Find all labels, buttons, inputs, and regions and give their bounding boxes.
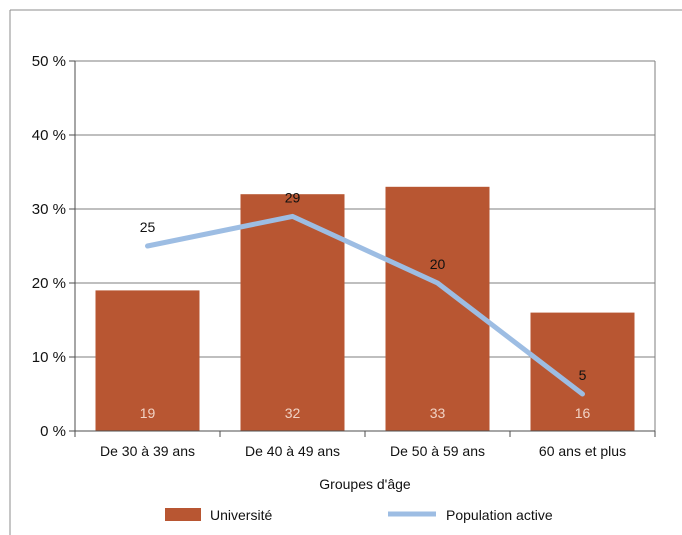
y-tick-label: 40 % (32, 127, 66, 144)
bar-value-label: 19 (140, 405, 156, 421)
bar-universite (240, 194, 345, 431)
bar-universite (530, 312, 635, 431)
y-tick-label: 50 % (32, 53, 66, 70)
y-tick-label: 30 % (32, 201, 66, 218)
line-value-label: 29 (285, 189, 301, 205)
x-tick-label: De 50 à 59 ans (390, 443, 485, 459)
y-tick-label: 0 % (40, 423, 66, 440)
x-tick-label: De 40 à 49 ans (245, 443, 340, 459)
y-tick-label: 10 % (32, 349, 66, 366)
line-population-active (145, 213, 585, 397)
line-value-label: 5 (579, 367, 587, 383)
x-tick-label: 60 ans et plus (539, 443, 626, 459)
bar-value-label: 32 (285, 405, 301, 421)
bar-value-label: 16 (575, 405, 591, 421)
line-value-label: 20 (430, 256, 446, 272)
bar-value-label: 33 (430, 405, 446, 421)
line-value-label: 25 (140, 219, 156, 235)
y-tick-label: 20 % (32, 275, 66, 292)
legend: Université Population active (165, 507, 553, 523)
legend-label-universite: Université (210, 507, 272, 523)
plot-area: 0 % 10 % 20 % 30 % 40 % 50 % 19 32 33 16 De 30 à 3… (32, 53, 656, 459)
legend-swatch-universite (165, 508, 201, 521)
x-axis-title: Groupes d'âge (319, 476, 411, 492)
legend-label-population-active: Population active (446, 507, 553, 523)
bar-universite (95, 290, 200, 431)
x-tick-label: De 30 à 39 ans (100, 443, 195, 459)
